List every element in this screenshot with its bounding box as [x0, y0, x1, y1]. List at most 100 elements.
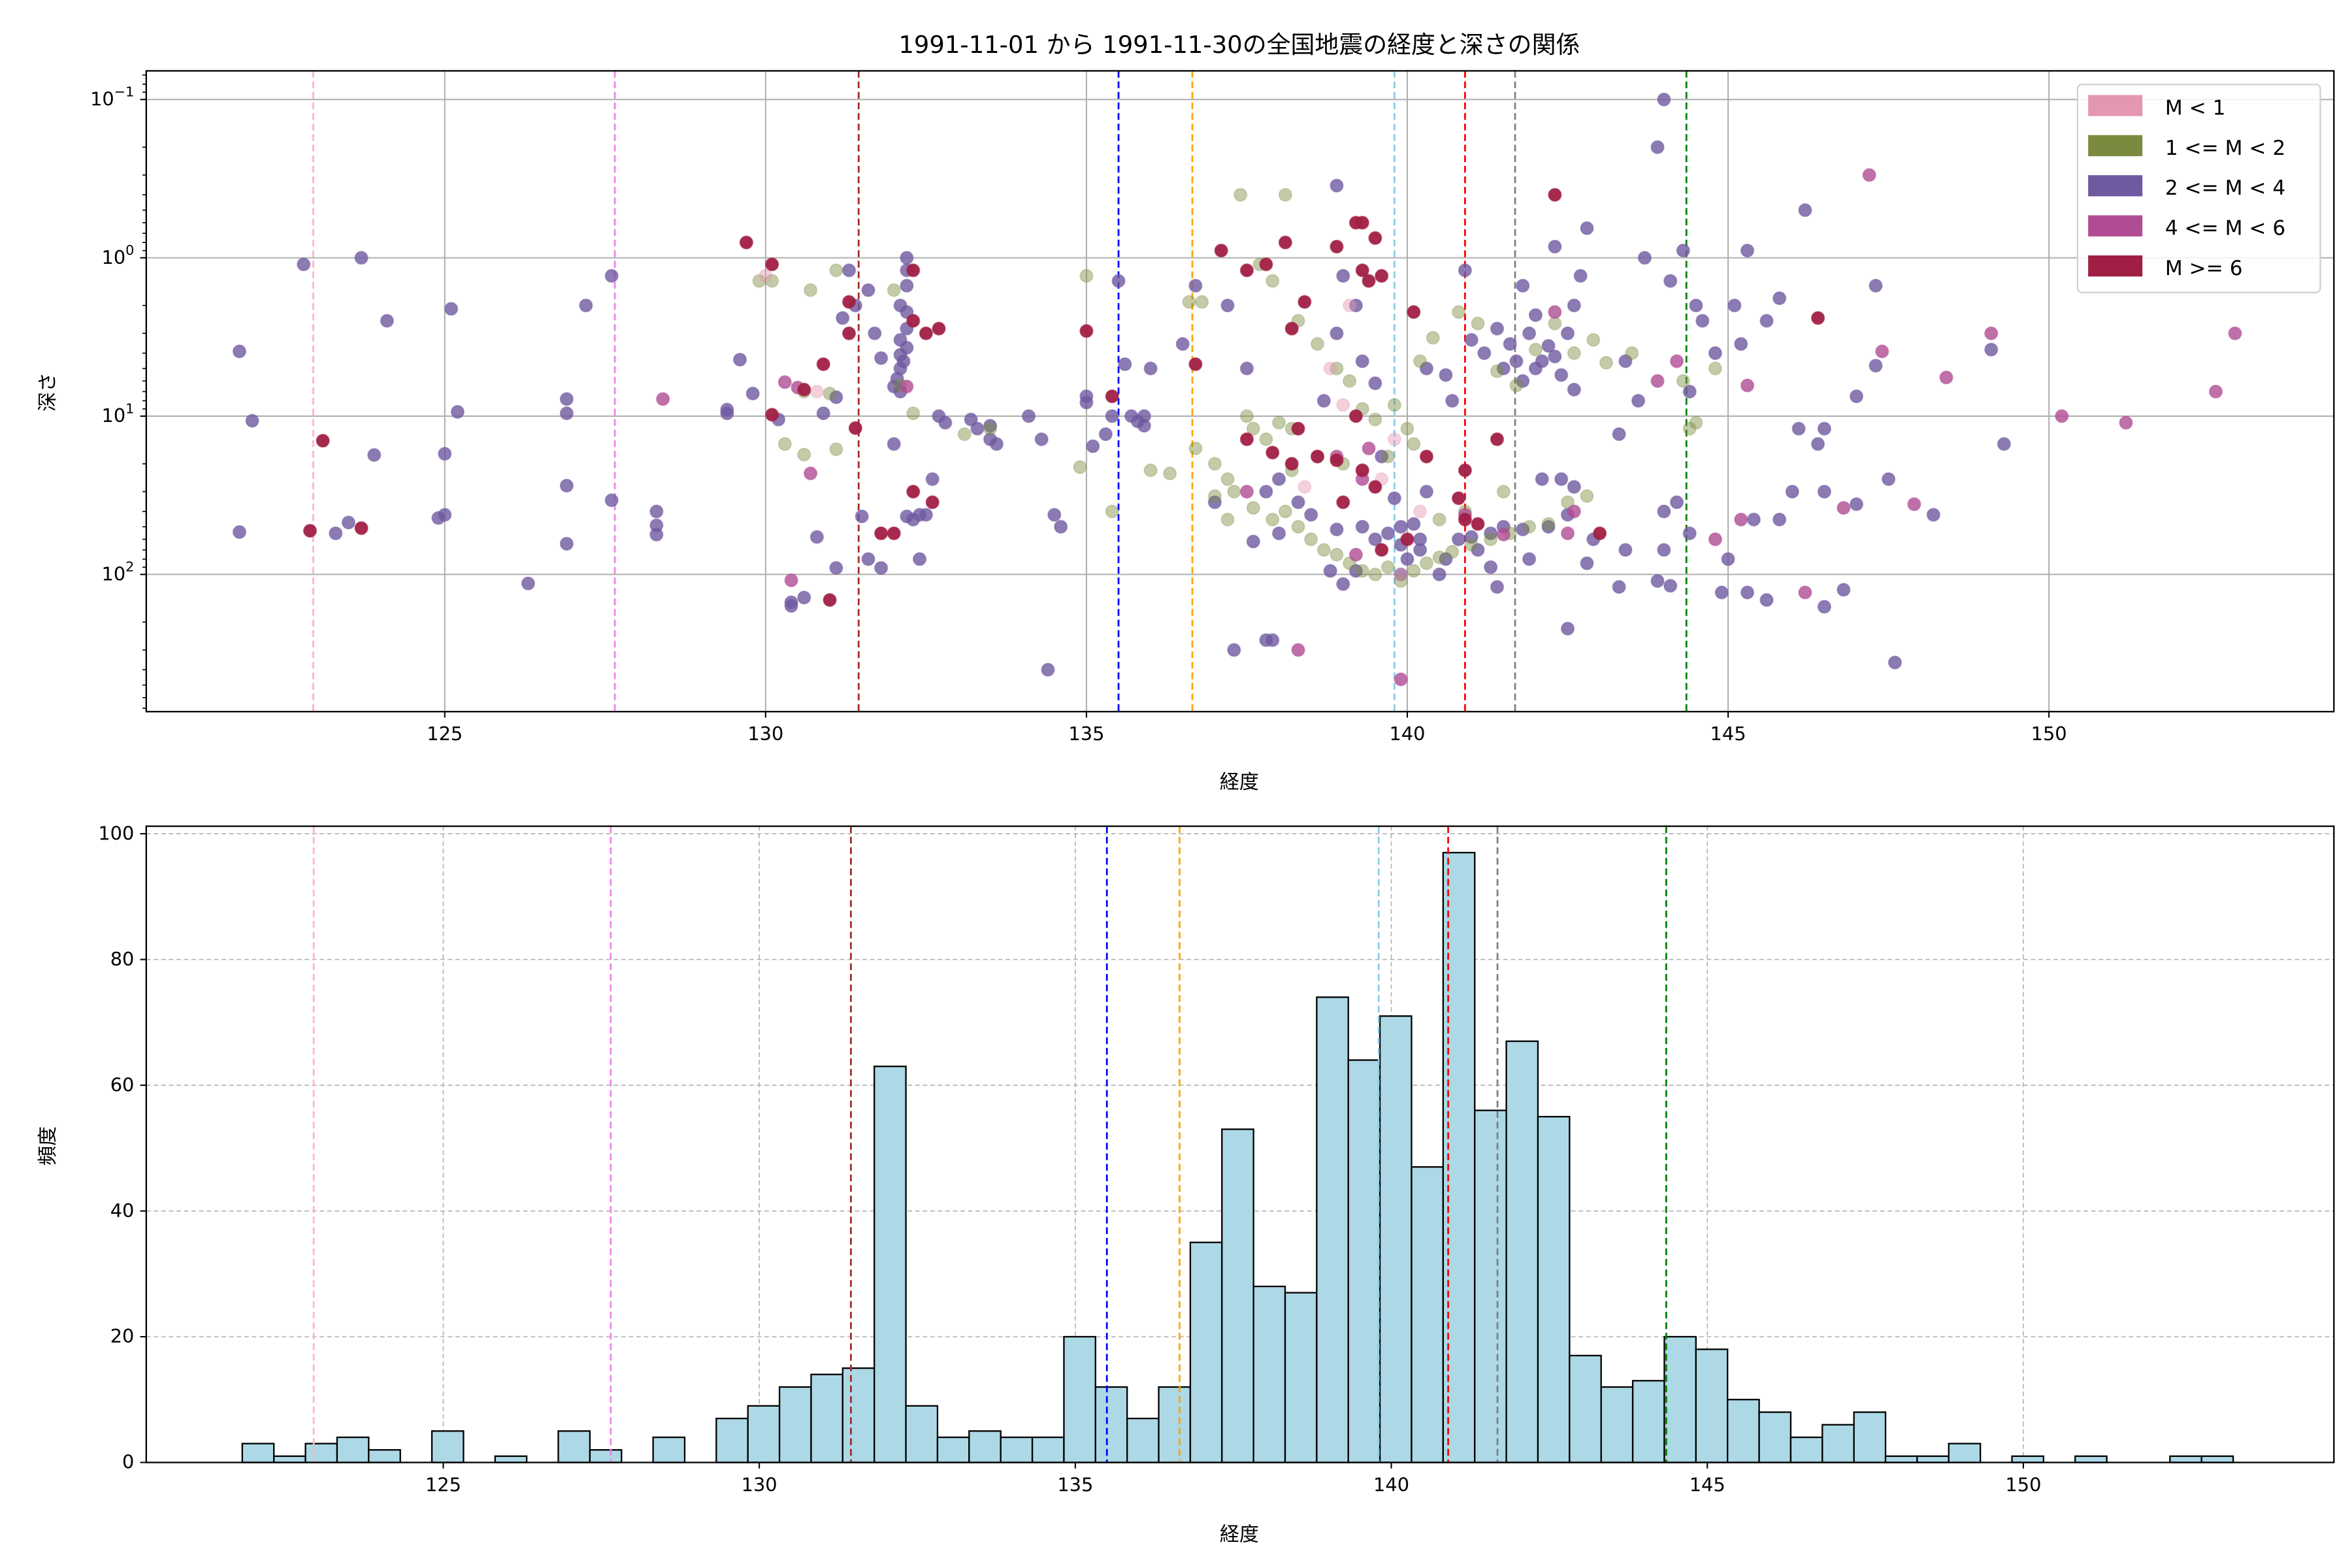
scatter-point	[1689, 298, 1703, 313]
scatter-point	[1079, 324, 1094, 338]
scatter-point	[1380, 560, 1396, 574]
scatter-point	[1496, 527, 1511, 542]
scatter-point	[906, 406, 921, 421]
legend-swatch	[2088, 135, 2143, 157]
legend-swatch	[2088, 95, 2143, 116]
scatter-point	[1419, 556, 1434, 570]
scatter-point	[232, 344, 247, 359]
scatter-point	[720, 406, 734, 421]
scatter-point	[1445, 545, 1460, 559]
histogram-bar	[1252, 1285, 1286, 1463]
scatter-point	[1284, 321, 1299, 336]
scatter-point	[1535, 354, 1549, 368]
scatter-point	[1695, 314, 1710, 328]
scatter-point	[1021, 409, 1036, 423]
scatter-point	[1400, 552, 1414, 566]
scatter-point	[1817, 600, 1832, 614]
scatter-point	[1554, 472, 1569, 486]
scatter-point	[1400, 421, 1414, 436]
scatter-point	[1882, 472, 1896, 486]
scatter-point	[1669, 495, 1684, 510]
scatter-y-label: 深さ	[37, 372, 59, 412]
histogram-plot: 125 130 135 140 145 150 0 20 40 60 80 100	[98, 822, 2335, 1495]
scatter-point	[1939, 370, 1953, 385]
scatter-point	[1516, 522, 1530, 537]
scatter-point	[841, 295, 857, 309]
legend: M < 1 1 <= M < 2 2 <= M < 4 4 <= M < 6 M >= …	[2076, 84, 2321, 293]
scatter-point	[1330, 547, 1344, 562]
scatter-point	[1271, 416, 1286, 430]
scatter-point	[1862, 168, 1876, 182]
histogram-bar	[431, 1430, 465, 1463]
scatter-point	[1432, 512, 1446, 527]
scatter-point	[1079, 269, 1094, 283]
scatter-point	[1278, 235, 1293, 250]
scatter-point	[341, 515, 356, 530]
scatter-point	[1599, 355, 1614, 370]
scatter-point	[444, 302, 459, 316]
scatter-point	[1239, 361, 1254, 376]
y-tick-label: 101	[101, 400, 134, 427]
scatter-point	[1323, 564, 1337, 578]
scatter-point	[1567, 480, 1581, 494]
scatter-point	[1143, 463, 1158, 478]
scatter-point	[1291, 495, 1305, 510]
scatter-point	[1528, 308, 1543, 322]
scatter-point	[1593, 526, 1607, 540]
histogram-bar	[905, 1405, 939, 1463]
scatter-point	[2119, 416, 2133, 430]
scatter-point	[1650, 574, 1665, 588]
scatter-point	[1368, 480, 1382, 494]
histogram-bar	[1158, 1386, 1192, 1463]
scatter-point	[1548, 350, 1562, 364]
scatter-point	[874, 351, 889, 365]
y-tick-exponent: −1	[114, 84, 135, 100]
scatter-point	[1336, 577, 1350, 591]
scatter-point	[1926, 508, 1940, 522]
histogram-bar	[1379, 1015, 1413, 1463]
legend-label: M < 1	[2165, 96, 2226, 120]
scatter-point	[1727, 298, 1742, 313]
scatter-point	[1266, 633, 1280, 647]
scatter-point	[1336, 398, 1350, 412]
scatter-point	[1188, 357, 1203, 372]
scatter-point	[1246, 421, 1260, 436]
scatter-point	[1734, 336, 1748, 351]
scatter-point	[1375, 269, 1389, 283]
scatter-point	[1394, 567, 1408, 581]
scatter-point	[1394, 567, 1408, 581]
scatter-point	[438, 446, 452, 461]
scatter-point	[1207, 457, 1222, 471]
histogram-bar	[304, 1443, 338, 1463]
scatter-point	[1137, 419, 1151, 433]
scatter-point	[1310, 449, 1325, 464]
scatter-point	[1239, 484, 1254, 499]
scatter-point	[1509, 378, 1524, 393]
scatter-point	[957, 427, 972, 442]
scatter-point	[1567, 504, 1581, 519]
scatter-point	[1516, 278, 1530, 293]
scatter-point	[1362, 274, 1376, 288]
scatter-point	[816, 357, 830, 372]
scatter-point	[354, 251, 368, 265]
scatter-point	[1458, 512, 1473, 527]
scatter-point	[2208, 384, 2223, 399]
scatter-point	[1759, 314, 1774, 328]
scatter-point	[1419, 361, 1434, 376]
legend-label: M >= 6	[2165, 257, 2243, 280]
scatter-point	[1458, 463, 1473, 478]
scatter-point	[1330, 453, 1344, 468]
scatter-point	[1657, 92, 1671, 106]
scatter-point	[431, 511, 446, 525]
y-tick-base: 10	[101, 404, 125, 427]
histogram-bar	[1126, 1417, 1160, 1463]
scatter-point	[829, 263, 843, 278]
histogram-x-label: 経度	[1220, 1523, 1259, 1546]
scatter-point	[1637, 251, 1652, 265]
scatter-point	[1676, 374, 1690, 388]
scatter-point	[887, 283, 901, 297]
scatter-point	[1791, 421, 1806, 436]
scatter-point	[1407, 436, 1421, 451]
histogram-bar	[273, 1455, 306, 1463]
x-tick-label: 130	[742, 1473, 777, 1495]
